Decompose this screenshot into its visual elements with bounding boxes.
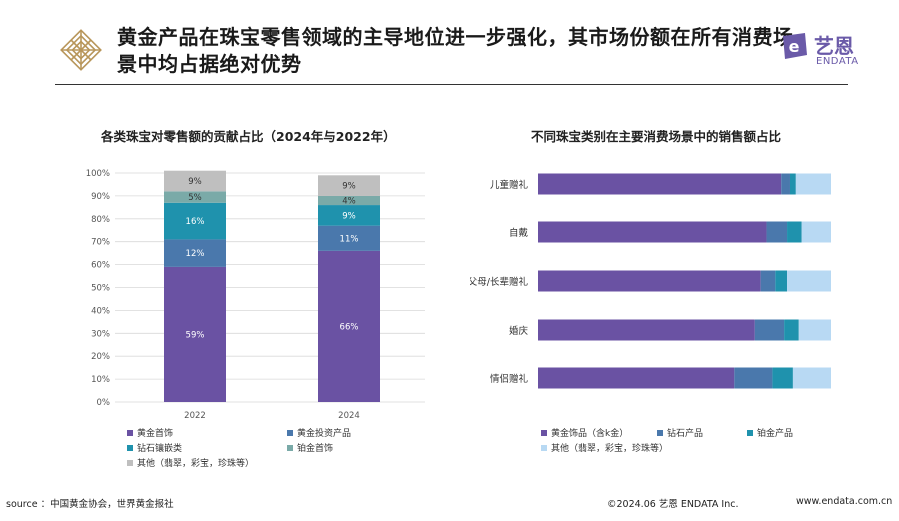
data-label: 11% bbox=[340, 234, 359, 244]
bar-segment bbox=[784, 319, 799, 341]
legend-label: 其他（翡翠，彩宝，珍珠等） bbox=[137, 459, 255, 469]
data-label: 66% bbox=[340, 322, 359, 332]
data-label: 59% bbox=[186, 330, 205, 340]
y-tick-label: 30% bbox=[91, 329, 110, 339]
bar-segment bbox=[798, 319, 831, 341]
bar-segment bbox=[775, 270, 788, 292]
y-tick-label: 80% bbox=[91, 215, 110, 225]
website-link[interactable]: www.endata.com.cn bbox=[796, 496, 893, 507]
y-tick-label: 50% bbox=[91, 284, 110, 294]
y-tick-label: 90% bbox=[91, 192, 110, 202]
bar-segment bbox=[789, 173, 796, 195]
bar-segment bbox=[164, 191, 226, 203]
right-chart-title: 不同珠宝类别在主要消费场景中的销售额占比 bbox=[531, 129, 782, 144]
bar-segment bbox=[754, 319, 785, 341]
legend-label: 黄金饰品（含k金） bbox=[551, 429, 629, 439]
legend-item: 钻石镶嵌类 bbox=[127, 441, 182, 454]
source-note: source ：中国黄金协会，世界黄金报社 bbox=[6, 499, 174, 510]
legend-item: 其他（翡翠，彩宝，珍珠等） bbox=[127, 456, 254, 469]
data-label: 16% bbox=[186, 217, 205, 227]
data-label: 5% bbox=[188, 193, 202, 203]
header-divider bbox=[55, 84, 848, 85]
bar-segment bbox=[318, 205, 380, 226]
y-tick-label: 0% bbox=[97, 398, 111, 408]
bar-segment bbox=[538, 173, 782, 195]
bar-segment bbox=[538, 270, 761, 292]
endata-brand-logo: e 艺恩 ENDATA bbox=[778, 28, 878, 74]
bar-segment bbox=[164, 239, 226, 267]
bar-segment bbox=[538, 221, 767, 243]
legend-label: 钻石产品 bbox=[667, 429, 704, 439]
category-label: 儿童赠礼 bbox=[490, 179, 529, 191]
page-title: 黄金产品在珠宝零售领域的主导地位进一步强化，其市场份额在所有消费场景中均占据绝对… bbox=[117, 25, 794, 76]
brand-name-en: ENDATA bbox=[816, 56, 859, 67]
retail-contribution-chart: 0% 10% 20% 30% 40% 50% 60% 70% 80% 90% 100% 59% 12% 1… bbox=[86, 169, 425, 421]
data-label: 4% bbox=[342, 196, 356, 206]
bar-segment bbox=[781, 173, 790, 195]
bar-segment bbox=[538, 319, 755, 341]
legend-item: 其他（翡翠，彩宝，珍珠等） bbox=[541, 441, 668, 454]
bar-segment bbox=[734, 367, 773, 389]
legend-label: 黄金投资产品 bbox=[297, 429, 352, 439]
legend-label: 铂金首饰 bbox=[297, 444, 334, 454]
legend-item: 黄金首饰 bbox=[127, 426, 173, 439]
bar-segment bbox=[772, 367, 793, 389]
y-tick-label: 40% bbox=[91, 306, 110, 316]
legend-item: 黄金投资产品 bbox=[287, 426, 351, 439]
data-label: 9% bbox=[342, 211, 356, 221]
bar-segment bbox=[164, 170, 226, 192]
category-label: 情侣赠礼 bbox=[490, 373, 529, 385]
y-tick-label: 100% bbox=[86, 169, 110, 179]
bar-segment bbox=[766, 221, 788, 243]
category-label: 自戴 bbox=[509, 227, 529, 239]
y-tick-label: 60% bbox=[91, 261, 110, 271]
y-tick-label: 10% bbox=[91, 375, 110, 385]
bar-segment bbox=[318, 175, 380, 196]
x-tick-label: 2024 bbox=[338, 411, 360, 421]
bar-segment bbox=[538, 367, 735, 389]
category-label: 婚庆 bbox=[509, 325, 529, 337]
bar-segment bbox=[318, 250, 380, 402]
legend-label: 其他（翡翠，彩宝，珍珠等） bbox=[551, 444, 669, 454]
bar-segment bbox=[318, 225, 380, 251]
bar-segment bbox=[787, 270, 831, 292]
bar-segment bbox=[801, 221, 831, 243]
bar-segment bbox=[787, 221, 802, 243]
bar-segment bbox=[164, 202, 226, 240]
y-tick-label: 20% bbox=[91, 352, 110, 362]
svg-text:e: e bbox=[789, 37, 800, 56]
copyright-text: ©2024.06 艺恩 ENDATA Inc. bbox=[607, 499, 739, 510]
endata-logo-icon: e bbox=[783, 33, 807, 59]
data-label: 9% bbox=[188, 177, 202, 187]
legend-label: 钻石镶嵌类 bbox=[137, 444, 183, 454]
legend-label: 铂金产品 bbox=[757, 429, 794, 439]
data-label: 9% bbox=[342, 182, 356, 192]
category-label: 父母/长辈赠礼 bbox=[470, 276, 528, 288]
bar-segment bbox=[792, 367, 831, 389]
bar-segment bbox=[164, 266, 226, 402]
data-label: 12% bbox=[186, 249, 205, 259]
left-chart-title: 各类珠宝对零售额的贡献占比（2024年与2022年） bbox=[101, 129, 396, 144]
legend-item: 钻石产品 bbox=[657, 426, 703, 439]
legend-item: 铂金产品 bbox=[747, 426, 793, 439]
right-chart-legend: 黄金饰品（含k金） 钻石产品 铂金产品 其他（翡翠，彩宝，珍珠等） bbox=[541, 426, 841, 456]
legend-label: 黄金首饰 bbox=[137, 429, 174, 439]
bar-segment bbox=[318, 195, 380, 206]
bar-segment bbox=[795, 173, 831, 195]
left-chart-legend: 黄金首饰 黄金投资产品 钻石镶嵌类 铂金首饰 其他（翡翠，彩宝，珍珠等） bbox=[127, 426, 427, 472]
brand-name-cn: 艺恩 bbox=[814, 34, 854, 58]
legend-item: 黄金饰品（含k金） bbox=[541, 426, 628, 439]
x-tick-label: 2022 bbox=[184, 411, 206, 421]
y-tick-label: 70% bbox=[91, 238, 110, 248]
diamond-logo-icon bbox=[60, 29, 102, 71]
bar-segment bbox=[760, 270, 776, 292]
legend-item: 铂金首饰 bbox=[287, 441, 333, 454]
